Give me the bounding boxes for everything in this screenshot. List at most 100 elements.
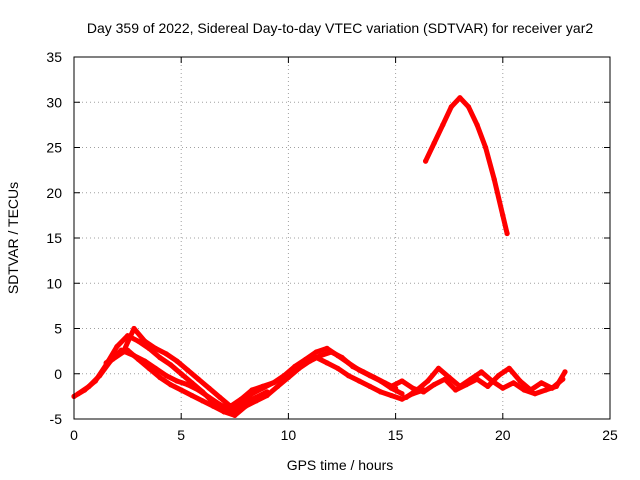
data-point bbox=[453, 387, 459, 393]
data-point bbox=[356, 367, 362, 373]
x-tick-label: 20 bbox=[495, 427, 511, 443]
x-tick-label: 25 bbox=[602, 427, 618, 443]
axis-ticks: 0 5 10 15 20 25 -5 0 5 10 15 20 25 30 35 bbox=[46, 49, 618, 443]
data-point bbox=[423, 158, 429, 164]
data-point bbox=[457, 95, 463, 101]
data-point bbox=[97, 373, 103, 379]
y-axis-label: SDTVAR / TECUs bbox=[5, 182, 21, 294]
y-tick-label: 25 bbox=[46, 140, 62, 156]
data-point bbox=[448, 104, 454, 110]
data-point bbox=[210, 403, 216, 409]
satellite-track-7 bbox=[423, 95, 510, 237]
data-point bbox=[483, 144, 489, 151]
data-point bbox=[399, 396, 405, 402]
data-point bbox=[420, 389, 427, 395]
data-point bbox=[146, 365, 152, 371]
data-point bbox=[431, 382, 437, 388]
data-point bbox=[335, 353, 341, 359]
data-point bbox=[178, 371, 184, 377]
data-point bbox=[553, 383, 560, 389]
x-tick-label: 5 bbox=[177, 427, 185, 443]
data-point bbox=[217, 401, 223, 408]
data-point bbox=[163, 351, 169, 357]
x-tick-label: 15 bbox=[388, 427, 404, 443]
data-point bbox=[506, 365, 512, 371]
data-point bbox=[217, 394, 223, 400]
data-point bbox=[292, 363, 298, 370]
data-point bbox=[135, 356, 141, 362]
y-tick-label: 30 bbox=[46, 94, 62, 110]
data-point bbox=[174, 378, 180, 384]
data-point bbox=[232, 412, 238, 418]
data-point bbox=[335, 365, 341, 371]
data-point bbox=[125, 347, 131, 353]
data-point bbox=[142, 338, 148, 344]
data-point bbox=[174, 358, 180, 364]
data-point bbox=[114, 344, 120, 350]
satellite-track-4 bbox=[103, 347, 270, 415]
data-point bbox=[178, 387, 184, 393]
data-point bbox=[270, 380, 276, 386]
data-point bbox=[435, 365, 442, 371]
data-point bbox=[275, 383, 281, 389]
data-point bbox=[510, 380, 517, 386]
data-series bbox=[71, 95, 568, 418]
data-point bbox=[157, 374, 163, 380]
y-tick-label: -5 bbox=[50, 411, 63, 427]
data-point bbox=[517, 378, 523, 384]
data-point bbox=[562, 369, 568, 375]
data-point bbox=[227, 403, 234, 409]
y-tick-label: 0 bbox=[54, 366, 62, 382]
satellite-track-6-line bbox=[403, 365, 568, 400]
data-point bbox=[345, 360, 351, 366]
grid-lines bbox=[74, 57, 610, 419]
data-point bbox=[206, 385, 212, 391]
data-point bbox=[457, 383, 463, 389]
data-point bbox=[281, 373, 287, 379]
data-point bbox=[232, 407, 238, 413]
data-point bbox=[489, 378, 495, 384]
data-point bbox=[86, 383, 92, 389]
satellite-track-3-line bbox=[110, 326, 405, 409]
data-point bbox=[253, 394, 259, 400]
data-point bbox=[431, 140, 437, 146]
y-tick-label: 15 bbox=[46, 230, 62, 246]
data-point bbox=[465, 104, 472, 110]
data-point bbox=[242, 400, 249, 406]
data-point bbox=[131, 325, 137, 332]
satellite-track-3 bbox=[110, 325, 405, 409]
data-point bbox=[500, 385, 506, 391]
y-tick-label: 35 bbox=[46, 49, 62, 65]
data-point bbox=[167, 362, 174, 368]
data-point bbox=[485, 383, 491, 389]
data-point bbox=[103, 360, 109, 366]
data-point bbox=[249, 387, 255, 393]
satellite-track-6 bbox=[403, 365, 568, 400]
data-point bbox=[167, 382, 174, 388]
data-point bbox=[474, 122, 480, 128]
data-point bbox=[495, 373, 502, 379]
x-tick-label: 0 bbox=[70, 427, 78, 443]
data-point bbox=[163, 373, 169, 379]
data-point bbox=[195, 376, 201, 382]
data-point bbox=[345, 373, 351, 379]
data-point bbox=[378, 389, 384, 395]
data-point bbox=[152, 345, 159, 351]
data-point bbox=[532, 391, 538, 397]
chart-title: Day 359 of 2022, Sidereal Day-to-day VTE… bbox=[87, 20, 593, 36]
x-axis-label: GPS time / hours bbox=[287, 457, 394, 473]
data-point bbox=[399, 378, 405, 384]
data-point bbox=[221, 409, 227, 415]
data-point bbox=[504, 230, 510, 237]
data-point bbox=[468, 376, 474, 382]
data-point bbox=[403, 394, 409, 400]
data-point bbox=[425, 378, 431, 384]
data-point bbox=[500, 212, 506, 218]
data-point bbox=[388, 392, 394, 399]
data-point bbox=[378, 378, 384, 384]
data-point bbox=[324, 345, 330, 351]
data-point bbox=[440, 122, 446, 128]
data-point bbox=[543, 387, 549, 393]
data-point bbox=[313, 349, 319, 355]
